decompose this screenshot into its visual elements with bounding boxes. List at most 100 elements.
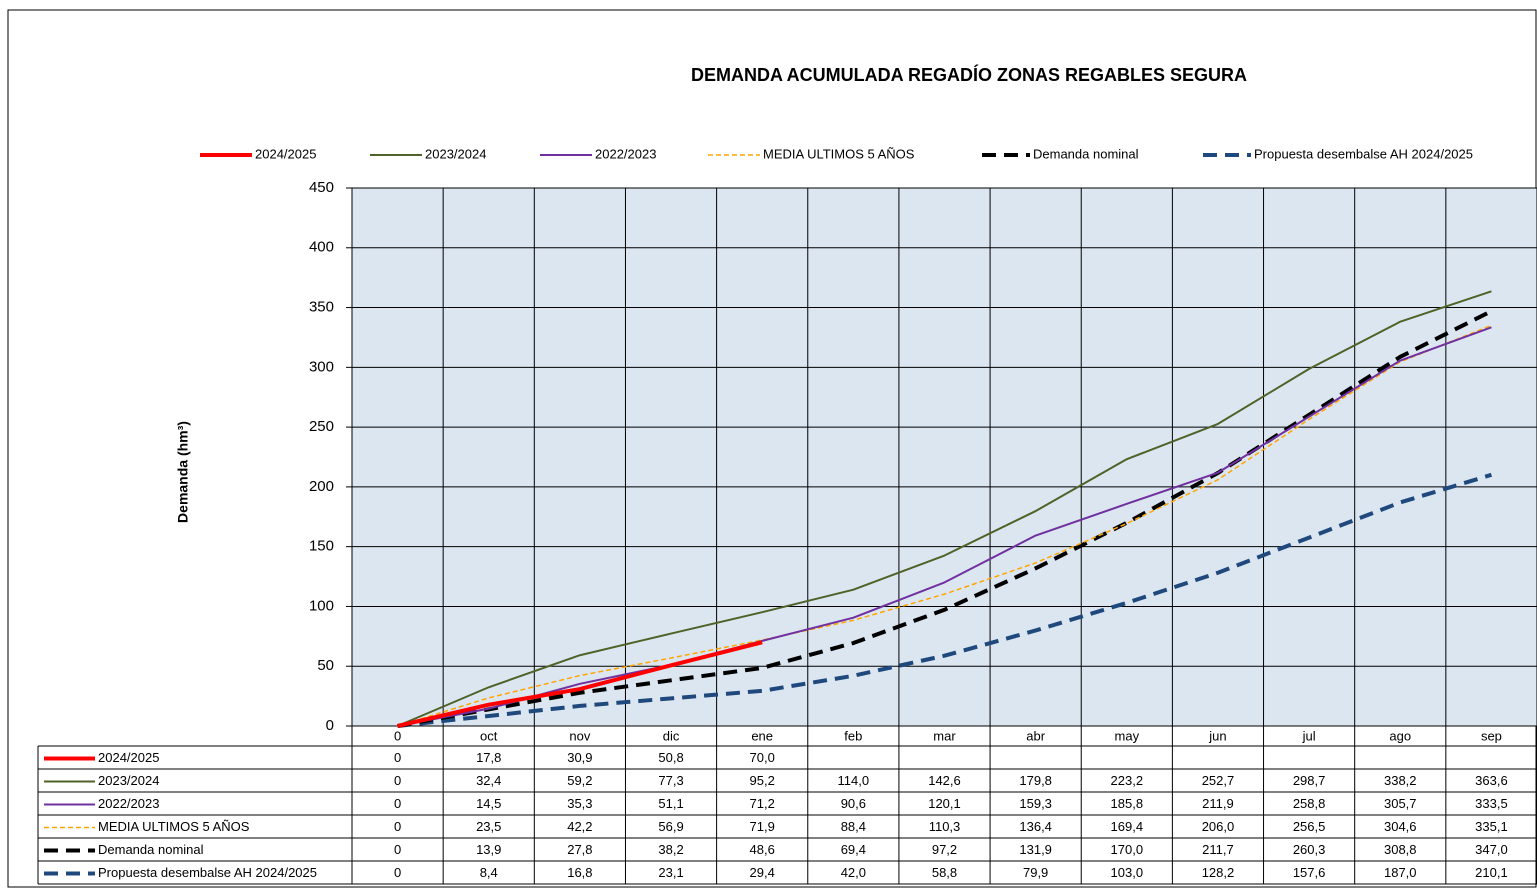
- table-cell: 333,5: [1475, 796, 1508, 811]
- series-line: [397, 326, 1492, 727]
- table-cell: 335,1: [1475, 819, 1508, 834]
- y-tick-label: 400: [309, 239, 334, 256]
- table-row-label: 2024/2025: [98, 750, 159, 765]
- table-cell: 128,2: [1202, 865, 1235, 880]
- y-tick-label: 150: [309, 538, 334, 555]
- table-cell: 79,9: [1023, 865, 1048, 880]
- table-cell: 256,5: [1293, 819, 1326, 834]
- table-cell: 120,1: [928, 796, 961, 811]
- table-cell: 35,3: [567, 796, 592, 811]
- table-cell: 110,3: [929, 819, 961, 834]
- table-cell: 69,4: [841, 842, 866, 857]
- table-cell: 142,6: [928, 773, 961, 788]
- y-tick-label: 300: [309, 358, 334, 375]
- table-row-label: Propuesta desembalse AH 2024/2025: [98, 865, 317, 880]
- table-cell: 157,6: [1293, 865, 1326, 880]
- series-line: [397, 324, 1492, 727]
- table-cell: 42,0: [841, 865, 866, 880]
- x-tick-label: sep: [1481, 728, 1502, 743]
- table-cell: 71,2: [750, 796, 775, 811]
- table-cell: 51,1: [658, 796, 683, 811]
- series-line: [397, 640, 763, 728]
- table-cell: 23,5: [476, 819, 501, 834]
- table-cell: 210,1: [1475, 865, 1508, 880]
- x-tick-label: nov: [569, 728, 590, 743]
- series-line: [397, 290, 1492, 727]
- table-cell: 14,5: [476, 796, 501, 811]
- table-cell: 0: [394, 842, 401, 857]
- x-tick-label: dic: [663, 728, 680, 743]
- table-cell: 27,8: [567, 842, 592, 857]
- table-cell: 258,8: [1293, 796, 1326, 811]
- series-line: [397, 309, 1493, 728]
- legend-label: 2024/2025: [255, 146, 316, 161]
- table-cell: 211,7: [1202, 842, 1234, 857]
- table-cell: 308,8: [1384, 842, 1417, 857]
- table-cell: 187,0: [1384, 865, 1417, 880]
- table-cell: 159,3: [1019, 796, 1052, 811]
- table-cell: 304,6: [1384, 819, 1417, 834]
- legend-label: MEDIA ULTIMOS 5 AÑOS: [763, 146, 915, 161]
- table-row-label: 2022/2023: [98, 796, 159, 811]
- table-cell: 13,9: [476, 842, 501, 857]
- legend-label: Propuesta desembalse AH 2024/2025: [1254, 146, 1473, 161]
- y-tick-label: 350: [309, 299, 334, 316]
- x-tick-label: may: [1115, 728, 1140, 743]
- table-cell: 42,2: [567, 819, 592, 834]
- table-cell: 298,7: [1293, 773, 1326, 788]
- x-tick-label: mar: [933, 728, 956, 743]
- y-axis-label: Demanda (hm³): [175, 421, 191, 523]
- table-cell: 338,2: [1384, 773, 1417, 788]
- table-cell: 58,8: [932, 865, 957, 880]
- x-tick-label: jul: [1302, 728, 1316, 743]
- table-cell: 88,4: [841, 819, 866, 834]
- x-tick-label: 0: [394, 728, 401, 743]
- table-cell: 211,9: [1202, 796, 1234, 811]
- y-tick-label: 0: [326, 717, 334, 734]
- y-tick-label: 200: [309, 478, 334, 495]
- table-cell: 8,4: [480, 865, 498, 880]
- table-cell: 206,0: [1202, 819, 1235, 834]
- y-tick-label: 250: [309, 418, 334, 435]
- table-row-label: 2023/2024: [98, 773, 159, 788]
- x-tick-label: oct: [480, 728, 498, 743]
- table-cell: 347,0: [1475, 842, 1508, 857]
- x-tick-label: ago: [1389, 728, 1411, 743]
- table-cell: 0: [394, 865, 401, 880]
- table-cell: 170,0: [1111, 842, 1144, 857]
- table-cell: 179,8: [1019, 773, 1052, 788]
- table-cell: 23,1: [658, 865, 683, 880]
- table-cell: 114,0: [838, 773, 870, 788]
- table-cell: 38,2: [658, 842, 683, 857]
- table-cell: 0: [394, 819, 401, 834]
- table-cell: 16,8: [567, 865, 592, 880]
- x-tick-label: ene: [751, 728, 773, 743]
- table-cell: 185,8: [1111, 796, 1144, 811]
- table-cell: 252,7: [1202, 773, 1235, 788]
- table-cell: 363,6: [1475, 773, 1508, 788]
- series-line: [397, 472, 1492, 728]
- table-cell: 32,4: [476, 773, 501, 788]
- table-cell: 56,9: [658, 819, 683, 834]
- table-cell: 30,9: [567, 750, 592, 765]
- table-cell: 17,8: [476, 750, 501, 765]
- table-cell: 223,2: [1111, 773, 1144, 788]
- table-cell: 0: [394, 796, 401, 811]
- table-cell: 70,0: [750, 750, 775, 765]
- table-cell: 0: [394, 773, 401, 788]
- legend-label: 2023/2024: [425, 146, 486, 161]
- y-tick-label: 50: [317, 657, 334, 674]
- legend-label: Demanda nominal: [1033, 146, 1139, 161]
- chart-title: DEMANDA ACUMULADA REGADÍO ZONAS REGABLES…: [691, 64, 1247, 85]
- table-cell: 59,2: [567, 773, 592, 788]
- table-row-label: MEDIA ULTIMOS 5 AÑOS: [98, 819, 250, 834]
- table-cell: 50,8: [658, 750, 683, 765]
- table-cell: 103,0: [1111, 865, 1144, 880]
- y-tick-label: 450: [309, 179, 334, 196]
- legend-label: 2022/2023: [595, 146, 656, 161]
- table-cell: 48,6: [750, 842, 775, 857]
- y-tick-label: 100: [309, 597, 334, 614]
- table-cell: 260,3: [1293, 842, 1326, 857]
- table-cell: 97,2: [932, 842, 957, 857]
